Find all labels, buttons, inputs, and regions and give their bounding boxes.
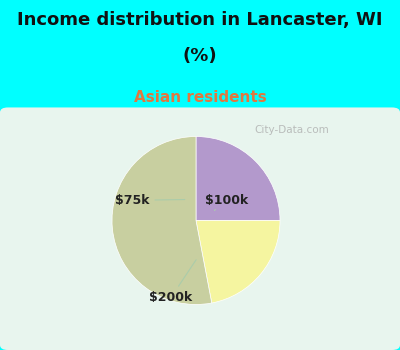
Text: (%): (%) bbox=[183, 47, 217, 65]
Wedge shape bbox=[196, 220, 280, 303]
Text: $75k: $75k bbox=[115, 194, 185, 207]
Text: $200k: $200k bbox=[149, 260, 196, 304]
Wedge shape bbox=[112, 136, 212, 304]
Text: Income distribution in Lancaster, WI: Income distribution in Lancaster, WI bbox=[17, 11, 383, 29]
Text: $100k: $100k bbox=[205, 194, 248, 210]
FancyBboxPatch shape bbox=[0, 107, 400, 350]
Text: Asian residents: Asian residents bbox=[134, 90, 266, 105]
Wedge shape bbox=[196, 136, 280, 220]
Text: City-Data.com: City-Data.com bbox=[255, 125, 329, 134]
